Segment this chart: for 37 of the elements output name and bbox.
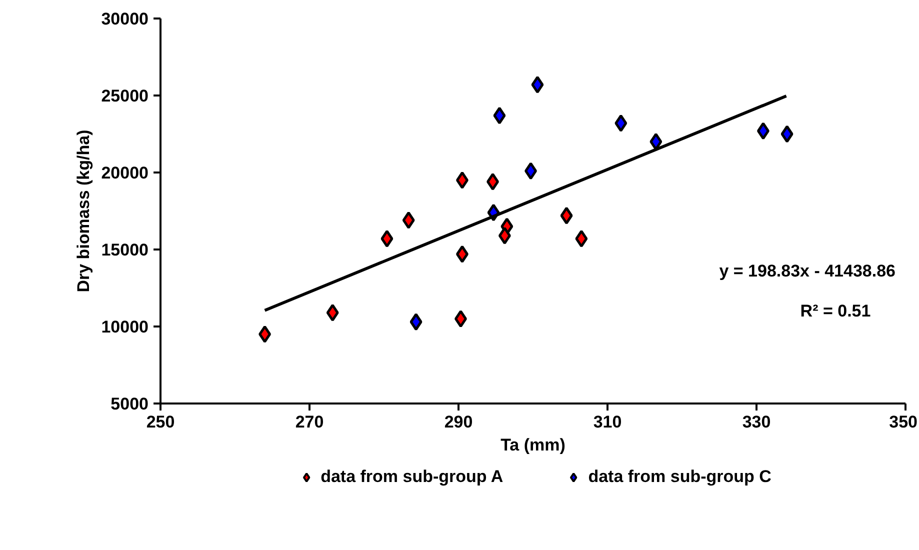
- point: [410, 313, 422, 331]
- point: [326, 304, 339, 322]
- annotation: R² = 0.51: [800, 301, 871, 320]
- y-tick-label: 5000: [110, 394, 149, 414]
- point: [531, 76, 544, 94]
- y-tick-label: 20000: [101, 164, 149, 182]
- point: [454, 310, 467, 328]
- x-tick-label: 350: [889, 412, 918, 432]
- y-tick-label: 10000: [101, 318, 149, 336]
- point: [493, 106, 506, 124]
- y-tick-label: 15000: [101, 240, 149, 260]
- point: [575, 230, 588, 248]
- point: [456, 171, 468, 189]
- x-tick-label: 270: [295, 412, 324, 432]
- legend-label: data from sub-group A: [320, 467, 504, 487]
- point: [524, 162, 538, 180]
- legend-label: data from sub-group C: [588, 467, 772, 487]
- point: [486, 172, 500, 190]
- x-tick-label: 250: [146, 412, 175, 432]
- x-tick-label: 330: [742, 412, 771, 432]
- point: [456, 245, 468, 263]
- point: [614, 114, 628, 132]
- x-tick-label: 310: [593, 412, 622, 432]
- y-axis-title: Dry biomass (kg/ha): [74, 130, 94, 292]
- x-tick-label: 290: [444, 412, 473, 432]
- point: [560, 206, 573, 224]
- point: [402, 211, 415, 229]
- x-axis-title: Ta (mm): [500, 436, 566, 454]
- point: [498, 226, 511, 244]
- point: [756, 122, 770, 140]
- annotation: y = 198.83x - 41438.86: [719, 261, 896, 280]
- point: [258, 325, 272, 343]
- point: [380, 230, 394, 248]
- point: [650, 132, 662, 150]
- y-tick-label: 25000: [101, 86, 149, 106]
- y-tick-label: 30000: [101, 10, 149, 28]
- point: [780, 125, 794, 143]
